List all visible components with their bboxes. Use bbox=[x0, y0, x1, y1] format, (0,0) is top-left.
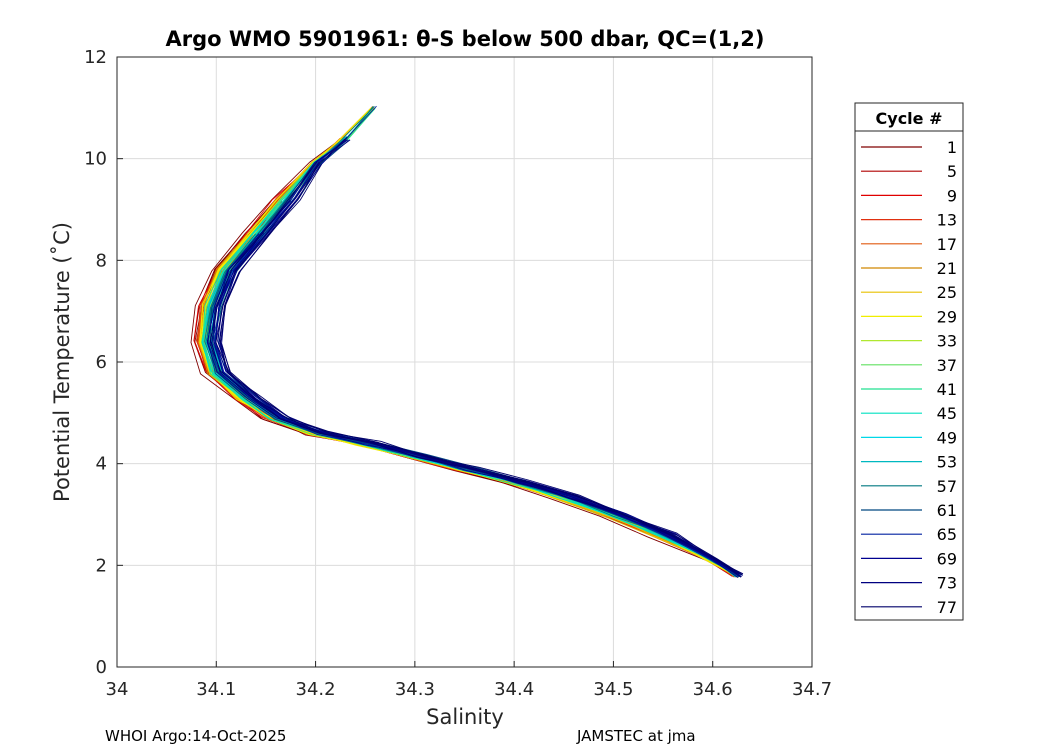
legend-label-1: 1 bbox=[947, 138, 957, 157]
x-tick-label: 34.6 bbox=[693, 679, 733, 700]
legend-label-9: 9 bbox=[947, 186, 957, 205]
legend-label-29: 29 bbox=[937, 307, 957, 326]
legend-label-45: 45 bbox=[937, 404, 957, 423]
legend-label-5: 5 bbox=[947, 162, 957, 181]
plot-area: 34 34.1 34.2 34.3 34.4 34.5 34.6 34.7 0 2 4 6 8 10 12 bbox=[84, 47, 832, 700]
y-tick-label: 10 bbox=[84, 149, 107, 170]
series-line-1 bbox=[190, 137, 733, 577]
legend-label-33: 33 bbox=[937, 332, 957, 351]
y-axis-label: Potential Temperature (˚C) bbox=[50, 222, 74, 502]
legend-label-41: 41 bbox=[937, 380, 957, 399]
legend-label-73: 73 bbox=[937, 574, 957, 593]
x-tick-label: 34.5 bbox=[593, 679, 633, 700]
legend-label-69: 69 bbox=[937, 549, 957, 568]
legend-title: Cycle # bbox=[876, 109, 943, 128]
x-tick-label: 34.1 bbox=[196, 679, 236, 700]
x-tick-label: 34 bbox=[106, 679, 129, 700]
legend-label-17: 17 bbox=[937, 235, 957, 254]
chart-title: Argo WMO 5901961: θ-S below 500 dbar, QC… bbox=[166, 27, 765, 51]
x-tick-label: 34.7 bbox=[792, 679, 832, 700]
x-tick-label: 34.2 bbox=[296, 679, 336, 700]
footer-left: WHOI Argo:14-Oct-2025 bbox=[105, 727, 286, 745]
x-axis: 34 34.1 34.2 34.3 34.4 34.5 34.6 34.7 bbox=[106, 661, 832, 700]
y-tick-label: 12 bbox=[84, 47, 107, 68]
legend-label-77: 77 bbox=[937, 598, 957, 617]
legend: Cycle # 1 5 9 13 17 21 25 29 33 37 41 45 49 53 57 61 65 6… bbox=[854, 102, 964, 621]
legend-label-21: 21 bbox=[937, 259, 957, 278]
grid-lines bbox=[117, 57, 812, 667]
legend-label-49: 49 bbox=[937, 428, 957, 447]
y-tick-label: 2 bbox=[96, 555, 107, 576]
series-line-69 bbox=[206, 233, 740, 576]
y-tick-label: 4 bbox=[96, 454, 107, 475]
legend-label-13: 13 bbox=[937, 211, 957, 230]
footer-right: JAMSTEC at jma bbox=[576, 727, 696, 745]
legend-label-65: 65 bbox=[937, 525, 957, 544]
series-line-77 bbox=[209, 161, 738, 575]
x-tick-label: 34.4 bbox=[494, 679, 534, 700]
legend-label-37: 37 bbox=[937, 356, 957, 375]
data-series bbox=[190, 105, 744, 578]
legend-label-25: 25 bbox=[937, 283, 957, 302]
legend-label-57: 57 bbox=[937, 477, 957, 496]
y-tick-label: 6 bbox=[96, 352, 107, 373]
series-line-77 bbox=[219, 161, 744, 575]
y-axis: 0 2 4 6 8 10 12 bbox=[84, 47, 123, 678]
x-axis-label: Salinity bbox=[426, 705, 504, 729]
legend-label-53: 53 bbox=[937, 453, 957, 472]
y-tick-label: 0 bbox=[96, 657, 107, 678]
x-tick-label: 34.3 bbox=[395, 679, 435, 700]
legend-label-61: 61 bbox=[937, 501, 957, 520]
y-tick-label: 8 bbox=[96, 250, 107, 271]
